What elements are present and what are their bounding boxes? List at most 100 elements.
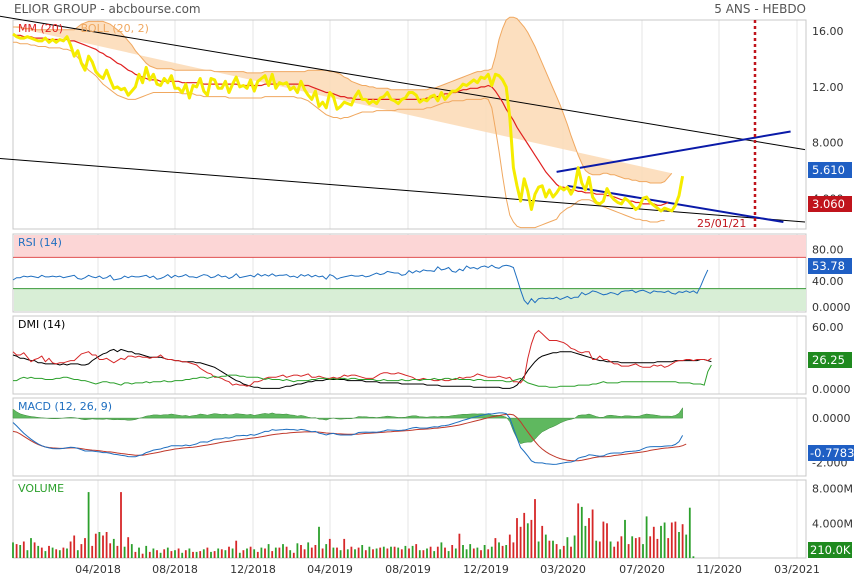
volume-bar	[372, 549, 374, 558]
macd-y-tick: 0.0000	[812, 412, 851, 425]
rsi-overbought-zone	[14, 235, 806, 258]
rsi-panel-frame	[12, 233, 807, 313]
volume-bar	[523, 512, 526, 558]
volume-bar	[339, 550, 342, 558]
volume-bar	[660, 525, 662, 558]
volume-bar	[33, 542, 36, 558]
volume-bar	[156, 550, 158, 558]
volume-bar	[109, 543, 112, 558]
volume-bar	[642, 544, 644, 558]
volume-bar	[213, 551, 216, 558]
trendline	[0, 157, 806, 223]
volume-bar	[415, 544, 418, 558]
volume-bar	[73, 535, 76, 558]
volume-bar	[116, 545, 119, 558]
volume-bar	[649, 536, 652, 558]
volume-bar	[354, 549, 356, 558]
volume-bar	[454, 548, 457, 558]
volume-bar	[220, 549, 223, 558]
volume-bar	[382, 546, 385, 558]
macd-panel-frame	[12, 397, 807, 477]
price-line	[12, 32, 685, 213]
volume-bar	[631, 536, 634, 558]
volume-bar	[130, 544, 133, 558]
volume-bar	[472, 548, 475, 558]
volume-bar	[134, 551, 137, 558]
volume-bar	[87, 492, 90, 558]
volume-bar	[105, 532, 108, 558]
volume-bar	[256, 551, 259, 558]
volume-bar	[314, 545, 317, 558]
volume-bar	[498, 542, 500, 558]
volume-bar	[606, 523, 608, 558]
price-panel-frame	[12, 19, 807, 230]
volume-bar	[98, 532, 101, 558]
volume-bar	[541, 525, 544, 558]
volume-bar	[163, 549, 166, 558]
volume-bar	[242, 550, 245, 558]
volume-bar	[588, 518, 590, 558]
dmi-series-line	[13, 364, 712, 388]
volume-bar	[678, 532, 680, 558]
volume-bar	[332, 547, 335, 558]
volume-bar	[534, 499, 536, 558]
volume-bar	[688, 507, 691, 558]
volume-bar	[55, 549, 58, 558]
volume-bar	[152, 548, 155, 558]
volume-bar	[465, 549, 468, 558]
volume-bar	[145, 545, 148, 558]
volume-bar	[26, 550, 29, 558]
legend-dmi: DMI (14)	[18, 318, 65, 331]
date-marker-label: 25/01/21	[697, 217, 746, 230]
volume-bar	[328, 538, 331, 558]
volume-bar	[120, 492, 122, 558]
x-axis-label: 04/2019	[307, 563, 353, 576]
volume-bar	[181, 552, 184, 558]
volume-bar	[210, 551, 212, 558]
volume-bar	[616, 541, 619, 558]
volume-bar	[69, 541, 72, 558]
volume-bar	[318, 526, 320, 558]
volume-bar	[393, 546, 396, 558]
price-panel: 25/01/21 MM (20) BOLL (20, 2) 16.00 12.00…	[0, 15, 852, 230]
volume-bar	[627, 544, 630, 558]
trendline	[556, 130, 791, 173]
volume-bar	[375, 548, 378, 558]
dmi-panel-frame	[12, 315, 807, 395]
legend-volume: VOLUME	[18, 482, 64, 495]
volume-bar	[624, 519, 626, 558]
rsi-y-tick: 40.00	[812, 275, 844, 288]
volume-bar	[609, 541, 612, 558]
legend-macd: MACD (12, 26, 9)	[18, 400, 112, 413]
volume-bar	[483, 545, 486, 558]
volume-bar	[548, 540, 551, 558]
macd-line	[12, 412, 684, 465]
volume-bar	[469, 544, 472, 558]
volume-bar	[620, 536, 623, 558]
volume-bar	[490, 546, 493, 558]
volume-bar	[447, 551, 450, 558]
volume-bar	[573, 535, 576, 558]
volume-bar	[364, 550, 367, 558]
volume-bar	[127, 537, 130, 558]
dmi-y-tick: 60.00	[812, 321, 844, 334]
bollinger-band	[13, 17, 672, 184]
volume-bar	[591, 509, 594, 558]
dmi-last-value: 26.25	[812, 353, 845, 367]
volume-bar	[48, 545, 50, 558]
volume-bar	[566, 537, 569, 558]
x-axis-label: 03/2021	[774, 563, 820, 576]
macd-last-value: -0.7783	[810, 446, 854, 460]
volume-bar	[274, 547, 277, 558]
dmi-panel: DMI (14) 60.0030.000.0000 26.25	[12, 315, 852, 396]
volume-bar	[404, 545, 407, 558]
volume-bar	[451, 545, 454, 558]
volume-bar	[656, 538, 659, 558]
x-axis-label: 08/2019	[385, 563, 431, 576]
volume-bar	[12, 542, 14, 558]
volume-bar	[595, 540, 598, 558]
macd-last-badge	[808, 445, 854, 461]
volume-bar	[22, 541, 25, 558]
rsi-y-tick: 0.0000	[812, 301, 851, 314]
volume-bar	[562, 545, 565, 558]
